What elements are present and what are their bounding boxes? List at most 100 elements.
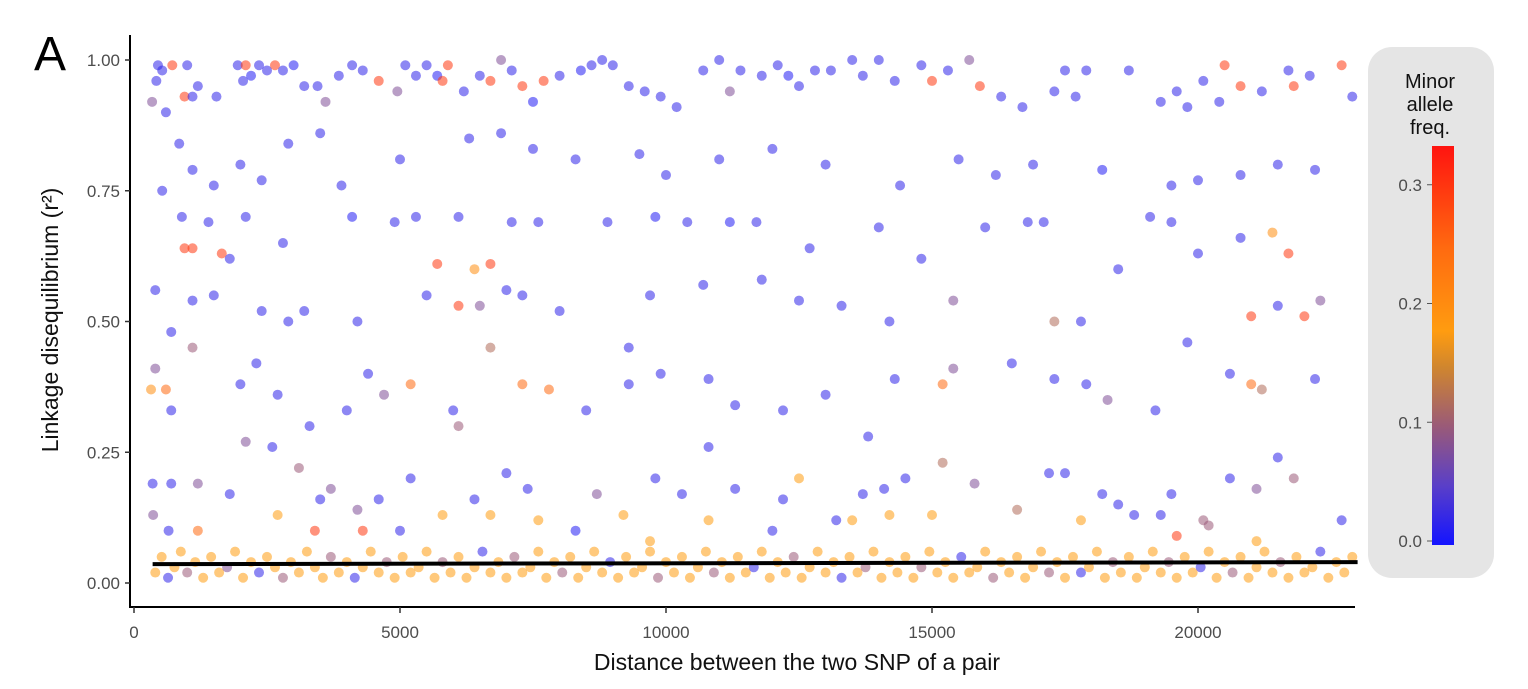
data-point: [320, 96, 331, 107]
data-point: [796, 572, 807, 583]
data-point: [900, 551, 911, 562]
data-point: [395, 154, 405, 165]
y-tick-label: 0.25: [87, 443, 120, 462]
legend-tick-label: 0.2: [1398, 295, 1422, 314]
data-point: [1155, 510, 1166, 521]
data-point: [969, 478, 980, 489]
x-tick-label: 20000: [1174, 623, 1221, 642]
data-point: [772, 60, 783, 71]
data-point: [1145, 211, 1156, 222]
data-point: [767, 143, 778, 154]
data-point: [238, 572, 249, 583]
data-point: [517, 379, 528, 390]
data-point: [1315, 546, 1326, 557]
data-point: [597, 567, 608, 578]
data-point: [1036, 546, 1047, 557]
data-point: [698, 279, 709, 290]
color-legend: Minor allele freq. 0.0 0.1 0.2 0.3: [1368, 47, 1494, 578]
data-point: [216, 248, 227, 259]
data-point: [317, 572, 328, 583]
data-point: [892, 567, 903, 578]
data-point: [147, 478, 158, 489]
data-point: [1251, 562, 1262, 573]
data-point: [363, 368, 374, 379]
data-point: [272, 389, 283, 400]
data-point: [671, 102, 682, 113]
data-point: [267, 442, 278, 453]
data-point: [352, 504, 363, 515]
data-point: [676, 489, 687, 500]
data-point: [1171, 530, 1182, 541]
data-point: [942, 65, 953, 76]
data-point: [1235, 551, 1246, 562]
data-point: [1097, 489, 1108, 500]
data-point: [1115, 567, 1126, 578]
data-point: [485, 342, 496, 353]
data-point: [315, 494, 326, 505]
data-point: [179, 243, 190, 254]
data-point: [990, 170, 1001, 181]
data-point: [293, 567, 304, 578]
data-point: [174, 138, 185, 149]
data-point: [288, 60, 299, 71]
data-point: [506, 217, 517, 228]
data-point: [1310, 374, 1321, 385]
data-point: [724, 86, 735, 97]
data-point: [325, 551, 336, 562]
data-point: [1179, 551, 1190, 562]
data-point: [1224, 473, 1235, 484]
data-point: [836, 300, 847, 311]
data-point: [277, 238, 288, 249]
data-point: [1155, 567, 1166, 578]
data-point: [714, 154, 725, 165]
data-point: [262, 65, 272, 76]
data-point: [182, 567, 193, 578]
data-point: [788, 551, 799, 562]
data-point: [1291, 551, 1302, 562]
data-point: [256, 175, 267, 186]
data-point: [442, 60, 453, 71]
legend-background: [1368, 47, 1494, 578]
data-point: [974, 81, 985, 92]
data-point: [953, 154, 964, 165]
y-tick-label: 0.00: [87, 574, 120, 593]
data-point: [357, 525, 368, 536]
data-point: [166, 405, 177, 416]
data-point: [948, 363, 959, 374]
data-point: [533, 546, 544, 557]
data-point: [437, 510, 448, 521]
data-point: [700, 546, 711, 557]
data-point: [151, 75, 162, 86]
data-point: [884, 316, 895, 327]
legend-tick-label: 0.1: [1398, 413, 1422, 432]
data-point: [1310, 164, 1321, 175]
data-point: [240, 60, 251, 71]
data-point: [501, 468, 512, 479]
data-point: [575, 65, 586, 76]
data-point: [262, 551, 272, 562]
data-point: [724, 217, 735, 228]
data-point: [1243, 572, 1254, 583]
data-point: [1283, 572, 1294, 583]
data-point: [256, 306, 267, 317]
data-point: [333, 70, 344, 81]
data-point: [182, 60, 193, 71]
data-point: [1198, 75, 1209, 86]
data-point: [645, 536, 656, 547]
data-point: [1235, 170, 1246, 181]
data-point: [1315, 295, 1326, 306]
data-point: [347, 211, 358, 222]
data-point: [645, 290, 656, 301]
data-point: [732, 551, 743, 562]
data-point: [1182, 337, 1193, 348]
data-point: [863, 431, 874, 442]
data-point: [623, 81, 634, 92]
data-point: [1283, 65, 1294, 76]
data-point: [166, 478, 177, 489]
legend-tick-label: 0.3: [1398, 176, 1422, 195]
data-point: [203, 217, 214, 228]
data-point: [283, 316, 294, 327]
data-point: [192, 81, 203, 92]
data-point: [1283, 248, 1294, 259]
data-point: [405, 567, 416, 578]
